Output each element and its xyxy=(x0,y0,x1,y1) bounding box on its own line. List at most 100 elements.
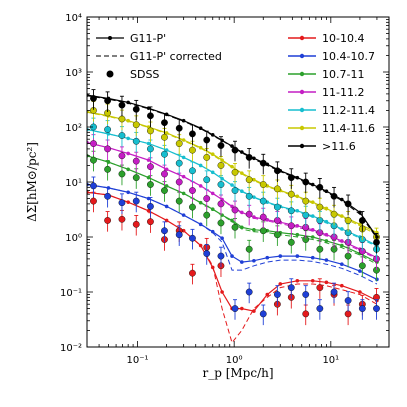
obs-point xyxy=(203,250,211,257)
obs-point xyxy=(104,145,111,153)
y-tick-label: 10³ xyxy=(65,68,82,79)
model-point xyxy=(252,258,256,263)
legend-series-dot xyxy=(299,107,305,113)
y-tick-label: 10¹ xyxy=(65,178,82,189)
model-point xyxy=(310,214,315,218)
obs-point xyxy=(273,185,281,193)
legend-label: G11-P' corrected xyxy=(130,50,222,63)
obs-point xyxy=(147,203,154,210)
obs-point xyxy=(161,150,168,158)
obs-point xyxy=(217,219,225,227)
obs-point xyxy=(90,197,97,205)
model-point xyxy=(324,232,329,237)
obs-point xyxy=(217,200,225,208)
obs-point xyxy=(273,231,281,239)
obs-point xyxy=(316,203,324,211)
obs-point xyxy=(245,245,253,253)
model-point xyxy=(146,175,151,180)
model-point xyxy=(126,190,130,195)
model-point xyxy=(220,236,224,241)
model-point xyxy=(340,214,344,218)
axis-layer: 10⁻¹ 10⁰ 10¹ 10⁻² 10⁻¹ 10⁰ 10¹ 10² 10³ 10⁴ xyxy=(60,13,390,366)
legend-label: G11-P' xyxy=(130,32,166,45)
obs-point xyxy=(344,200,352,208)
legend-label: SDSS xyxy=(130,68,159,81)
series-corrected-line xyxy=(87,155,378,265)
legend-series-label: 10.4-10.7 xyxy=(322,50,375,63)
model-point xyxy=(210,207,215,212)
obs-point xyxy=(189,130,196,138)
obs-point xyxy=(287,222,295,230)
model-point xyxy=(126,136,130,141)
obs-point xyxy=(203,154,211,161)
model-point xyxy=(295,208,300,213)
obs-point xyxy=(147,163,154,171)
model-point xyxy=(310,228,315,232)
obs-point xyxy=(132,174,140,182)
obs-point xyxy=(203,195,211,202)
model-point xyxy=(230,164,234,169)
model-point xyxy=(265,292,270,297)
obs-point xyxy=(358,305,366,312)
model-point xyxy=(324,206,329,211)
model-point xyxy=(252,177,256,182)
model-point xyxy=(164,184,169,188)
model-point xyxy=(340,197,344,202)
legend-series-dot xyxy=(299,71,305,77)
model-point xyxy=(240,260,244,264)
obs-point xyxy=(245,210,253,218)
obs-point xyxy=(373,238,380,246)
legend-series-label: >11.6 xyxy=(322,140,356,153)
model-point xyxy=(324,239,329,243)
obs-point xyxy=(316,305,324,312)
obs-point xyxy=(132,137,140,145)
model-point xyxy=(240,171,244,175)
obs-point xyxy=(316,245,324,253)
model-point xyxy=(230,144,234,148)
obs-point xyxy=(189,234,196,242)
obs-point xyxy=(330,288,338,296)
model-point xyxy=(181,174,186,179)
obs-point xyxy=(147,145,154,153)
obs-point xyxy=(118,199,126,207)
obs-point xyxy=(132,105,140,113)
obs-point xyxy=(259,197,267,205)
model-point xyxy=(340,239,344,243)
obs-point xyxy=(132,121,140,129)
model-point xyxy=(295,175,300,180)
obs-point xyxy=(217,162,225,169)
obs-point xyxy=(217,252,225,260)
model-point xyxy=(164,131,169,135)
model-point xyxy=(198,243,203,248)
obs-point xyxy=(302,291,310,298)
y-tick-label: 10⁰ xyxy=(65,233,82,244)
obs-point xyxy=(330,192,338,200)
model-point xyxy=(324,219,329,224)
model-point xyxy=(278,282,283,286)
legend-series-label: 10.7-11 xyxy=(322,68,364,81)
obs-point xyxy=(273,167,281,175)
obs-point xyxy=(287,190,295,198)
model-point xyxy=(198,145,203,150)
obs-point xyxy=(231,223,239,231)
model-point xyxy=(126,100,130,105)
model-point xyxy=(210,170,215,175)
obs-point xyxy=(90,182,97,190)
model-point xyxy=(240,189,244,194)
obs-point xyxy=(245,288,253,296)
obs-point xyxy=(161,170,168,178)
obs-point xyxy=(231,168,239,176)
model-point xyxy=(340,262,344,267)
obs-point xyxy=(231,305,239,312)
obs-point xyxy=(259,159,267,167)
model-point xyxy=(310,200,315,204)
model-point xyxy=(198,163,203,168)
model-point xyxy=(295,223,300,228)
model-point xyxy=(126,151,130,156)
legend-series-label: 10-10.4 xyxy=(322,32,364,45)
obs-point xyxy=(132,220,140,228)
obs-point xyxy=(161,227,168,235)
obs-point xyxy=(259,213,267,221)
obs-point xyxy=(132,197,140,205)
x-tick-label: 10⁻¹ xyxy=(127,355,149,366)
